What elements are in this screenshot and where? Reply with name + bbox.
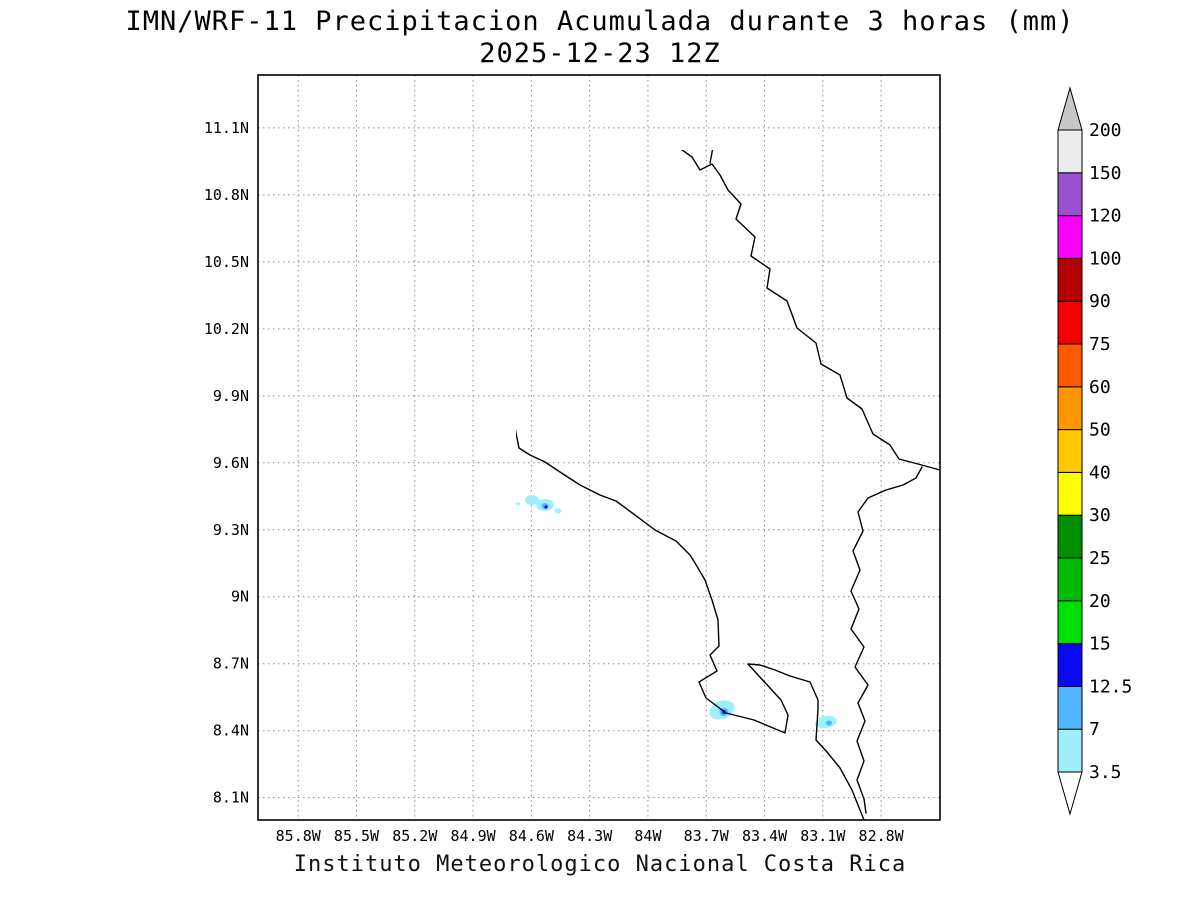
border-panama: [850, 466, 923, 814]
colorbar-label: 90: [1089, 291, 1111, 312]
colorbar-over-arrow: [1057, 86, 1083, 131]
lon-tick-label: 85.2W: [392, 827, 438, 845]
lon-tick-label: 83.4W: [742, 827, 788, 845]
lat-tick-label: 9.9N: [213, 387, 249, 405]
border-nicaragua: [316, 92, 494, 141]
colorbar-segment: [1057, 172, 1083, 217]
colorbar-label: 150: [1089, 163, 1122, 184]
colorbar-segment: [1057, 386, 1083, 431]
colorbar-segment: [1057, 728, 1083, 773]
colorbar-segment: [1057, 429, 1083, 473]
lon-tick-label: 84.6W: [509, 827, 555, 845]
colorbar-label: 25: [1089, 548, 1111, 569]
precip-patch: [506, 497, 512, 501]
lon-tick-label: 82.8W: [859, 827, 905, 845]
footer-credit: Instituto Meteorologico Nacional Costa R…: [293, 852, 907, 877]
coast-nicaragua-caribbean: [709, 150, 714, 164]
colorbar-label: 40: [1089, 462, 1111, 483]
chart-title: IMN/WRF-11 Precipitacion Acumulada duran…: [125, 6, 1075, 37]
colorbar-segment: [1057, 343, 1083, 388]
island-chira: [410, 333, 433, 361]
lat-tick-label: 9N: [231, 588, 249, 606]
precip-patch: [554, 508, 562, 514]
colorbar-segment: [1057, 557, 1083, 602]
colorbar-label: 15: [1089, 634, 1111, 655]
colorbar-segment: [1057, 215, 1083, 259]
colorbar-segment: [1057, 643, 1083, 687]
colorbar-label: 7: [1089, 719, 1100, 740]
precip-patch: [544, 505, 548, 509]
colorbar-label: 20: [1089, 591, 1111, 612]
precip-patch: [842, 97, 875, 112]
lat-tick-label: 8.1N: [213, 789, 249, 807]
precip-patch: [772, 83, 857, 109]
precip-patch: [770, 87, 778, 93]
lat-tick-label: 11.1N: [204, 119, 249, 137]
lat-tick-label: 10.2N: [204, 320, 249, 338]
colorbar-label: 75: [1089, 334, 1111, 355]
map-layer: [316, 82, 941, 821]
lat-tick-label: 9.3N: [213, 521, 249, 539]
colorbar-label: 60: [1089, 377, 1111, 398]
colorbar-label: 12.5: [1089, 676, 1132, 697]
colorbar-label: 100: [1089, 248, 1122, 269]
lon-tick-label: 84.9W: [451, 827, 497, 845]
colorbar-segment: [1057, 129, 1083, 174]
precip-patch: [516, 502, 521, 506]
lat-tick-label: 10.8N: [204, 186, 249, 204]
colorbar-segment: [1057, 257, 1083, 302]
lat-tick-label: 9.6N: [213, 454, 249, 472]
island-triangle-marker: [438, 92, 450, 106]
lon-tick-label: 83.1W: [800, 827, 846, 845]
lon-tick-label: 83.7W: [684, 827, 730, 845]
lat-tick-label: 8.7N: [213, 655, 249, 673]
lat-tick-label: 10.5N: [204, 253, 249, 271]
precip-patch: [826, 720, 832, 726]
colorbar-label: 120: [1089, 206, 1122, 227]
lon-tick-label: 84W: [634, 827, 662, 845]
map-frame: [257, 74, 941, 821]
colorbar-segment: [1057, 471, 1083, 516]
lon-tick-label: 85.5W: [334, 827, 380, 845]
chart-subtitle: 2025-12-23 12Z: [479, 38, 721, 69]
colorbar-segment: [1057, 685, 1083, 730]
lon-tick-label: 84.3W: [567, 827, 613, 845]
coast-pacific: [516, 429, 865, 821]
coast-lake-river-caribbean: [680, 150, 941, 471]
lon-tick-label: 85.8W: [276, 827, 322, 845]
colorbar-segment: [1057, 300, 1083, 345]
precip-patch: [525, 495, 539, 505]
precip-patch: [815, 715, 837, 729]
colorbar-under-arrow: [1057, 771, 1083, 816]
lat-tick-label: 8.4N: [213, 722, 249, 740]
precip-patch: [755, 82, 785, 99]
colorbar-label: 30: [1089, 505, 1111, 526]
colorbar-segment: [1057, 514, 1083, 559]
colorbar-label: 200: [1089, 120, 1122, 141]
colorbar-label: 50: [1089, 420, 1111, 441]
colorbar-segment: [1057, 600, 1083, 645]
colorbar-label: 3.5: [1089, 762, 1122, 783]
